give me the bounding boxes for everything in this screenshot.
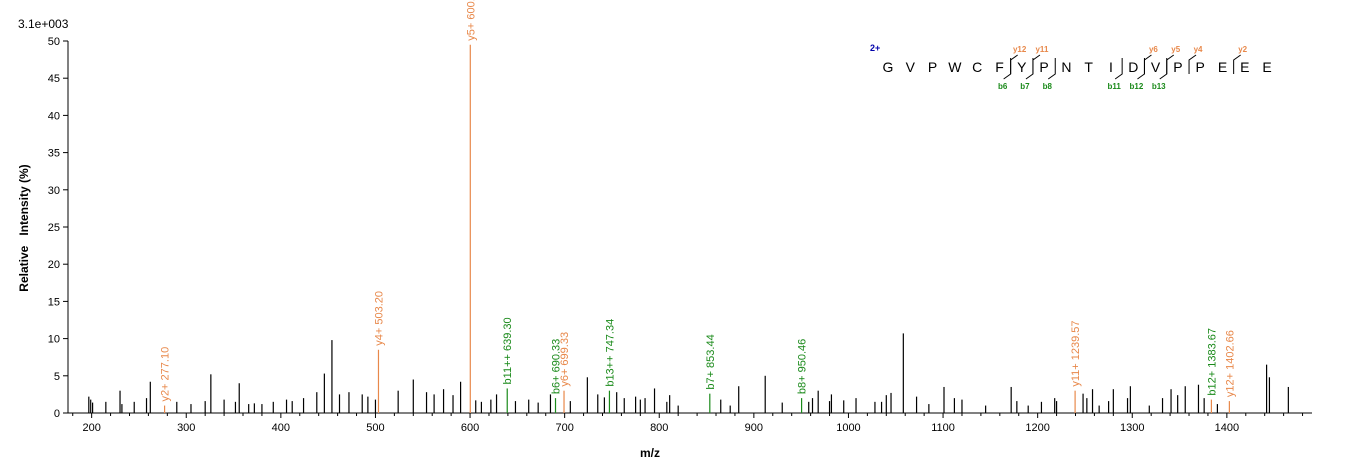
y-tick-label: 25	[48, 222, 60, 234]
sequence-residue: C	[972, 59, 982, 75]
sequence-residue: T	[1084, 59, 1093, 75]
x-tick-label: 700	[555, 422, 573, 434]
y-ion-tag: y4	[1194, 45, 1203, 54]
x-axis-label: m/z	[640, 446, 660, 460]
y-ion-tag: y12	[1013, 45, 1027, 54]
sequence-residue: E	[1262, 59, 1271, 75]
peaks	[88, 44, 1289, 413]
y-ion-tag: y6	[1149, 45, 1158, 54]
x-tick-label: 600	[461, 422, 479, 434]
x-tick-label: 800	[650, 422, 668, 434]
x-tick-label: 200	[82, 422, 100, 434]
y-tick-label: 35	[48, 148, 60, 160]
sequence-residue: P	[1039, 59, 1048, 75]
y-tick-label: 15	[48, 296, 60, 308]
y-ion-bracket	[1233, 54, 1241, 74]
x-tick-label: 1200	[1025, 422, 1049, 434]
peak-annotation: b12+ 1383.67	[1206, 328, 1218, 396]
b-ion-tag: b12	[1130, 82, 1144, 91]
y-ion-bracket	[1188, 54, 1197, 74]
y-tick-label: 40	[48, 110, 60, 122]
y-tick-label: 45	[48, 73, 60, 85]
y-axis-label-group: Relative Intensity (%)	[17, 164, 31, 291]
peak-annotation: b11++ 639.30	[502, 317, 514, 384]
x-tick-label: 400	[272, 422, 290, 434]
sequence-residue: F	[995, 59, 1004, 75]
peak-annotation: b6+ 690.33	[551, 339, 563, 394]
axes: 0 5 10 15 20 25 30 35 40 45 50 200 300 400 500 600 700 80…	[48, 36, 1312, 434]
y-tick-label: 5	[54, 371, 60, 383]
sequence-residue: Y	[1017, 59, 1027, 75]
y-tick-label: 20	[48, 259, 60, 271]
peak-annotation: y2+ 277.10	[160, 347, 172, 402]
sequence-residue: P	[1173, 59, 1182, 75]
b-ion-tag: b11	[1107, 82, 1121, 91]
b-ion-bracket	[1047, 58, 1056, 80]
x-tick-label: 1400	[1215, 422, 1239, 434]
b-ion-bracket	[1114, 58, 1123, 80]
sequence-residue: D	[1128, 59, 1138, 75]
scale-label: 3.1e+003	[18, 17, 69, 31]
y-tick-label: 50	[48, 36, 60, 48]
sequence-residue: P	[928, 59, 937, 75]
y-ion-tag: y2	[1238, 45, 1247, 54]
x-tick-label: 900	[745, 422, 763, 434]
peak-annotation: y12+ 1402.66	[1224, 330, 1236, 397]
peak-annotation: b8+ 950.46	[797, 339, 809, 394]
b-ion-tag: b13	[1152, 82, 1166, 91]
peak-annotation: y6+ 699.33	[559, 332, 571, 387]
x-tick-label: 1100	[931, 422, 955, 434]
b-ion-bracket	[1003, 58, 1012, 80]
y-tick-label: 10	[48, 334, 60, 346]
y-ion-tag: y5	[1171, 45, 1180, 54]
x-tick-label: 300	[177, 422, 195, 434]
x-tick-label: 1300	[1120, 422, 1144, 434]
b-ion-bracket	[1025, 58, 1034, 80]
b-ion-bracket	[1159, 58, 1168, 80]
y-ion-tag: y11	[1035, 45, 1048, 54]
peak-annotation: y4+ 503.20	[373, 291, 385, 346]
x-tick-label: 500	[366, 422, 384, 434]
y-axis-label: Relative Intensity (%)	[17, 164, 31, 291]
sequence-residue: E	[1240, 59, 1249, 75]
y-tick-label: 0	[54, 408, 60, 420]
b-ion-tag: b7	[1020, 82, 1030, 91]
peak-annotation: y5+ 600.25	[465, 0, 477, 41]
sequence-residue: G	[883, 59, 894, 75]
b-ion-tag: b6	[998, 82, 1008, 91]
sequence-residue: N	[1061, 59, 1071, 75]
peak-annotation: b13++ 747.34	[604, 319, 616, 387]
y-tick-label: 30	[48, 185, 60, 197]
sequence-residue: W	[948, 59, 962, 75]
sequence-residue: E	[1218, 59, 1227, 75]
peak-annotation: b7+ 853.44	[705, 334, 717, 389]
b-ion-tag: b8	[1043, 82, 1053, 91]
x-tick-label: 1000	[836, 422, 860, 434]
charge-state: 2+	[870, 43, 880, 53]
peak-annotations: y2+ 277.10 y4+ 503.20 y5+ 600.25 b11++ 639.…	[160, 0, 1237, 402]
sequence-residue: P	[1196, 59, 1205, 75]
peak-annotation: y11+ 1239.57	[1070, 321, 1082, 387]
sequence-residue: V	[906, 59, 916, 75]
sequence-residue: I	[1109, 59, 1113, 75]
b-ion-bracket	[1137, 58, 1145, 80]
sequence-residue: V	[1151, 59, 1161, 75]
